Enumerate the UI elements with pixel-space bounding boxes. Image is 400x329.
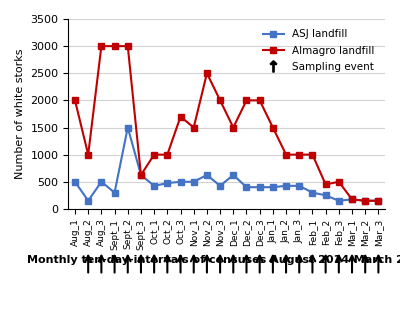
Y-axis label: Number of white storks: Number of white storks [15,49,25,179]
Almagro landfill [270,126,275,130]
Almagro landfill [165,153,170,157]
ASJ landfill [244,185,249,189]
Almagro landfill [86,153,90,157]
Almagro landfill [297,153,302,157]
ASJ landfill [218,184,222,188]
Almagro landfill [284,153,288,157]
Almagro landfill [323,183,328,187]
ASJ landfill [165,181,170,185]
Almagro landfill [244,98,249,102]
Almagro landfill [218,98,222,102]
ASJ landfill [310,190,315,194]
ASJ landfill [112,190,117,194]
ASJ landfill [178,180,183,184]
ASJ landfill [86,199,90,203]
ASJ landfill [125,126,130,130]
Almagro landfill [152,153,156,157]
ASJ landfill [99,180,104,184]
Almagro landfill [204,71,209,75]
ASJ landfill [284,184,288,188]
ASJ landfill [350,197,354,201]
ASJ landfill [191,180,196,184]
Almagro landfill [350,197,354,201]
ASJ landfill [363,199,368,203]
Almagro landfill [376,199,381,203]
ASJ landfill [336,199,341,203]
ASJ landfill [204,173,209,177]
X-axis label: Monthly ten-day-intervals of censuses August 2014-March 2015: Monthly ten-day-intervals of censuses Au… [27,255,400,265]
ASJ landfill [72,180,77,184]
Almagro landfill [178,115,183,119]
ASJ landfill [297,184,302,188]
Almagro landfill [310,153,315,157]
Almagro landfill [336,180,341,184]
ASJ landfill [270,185,275,189]
Almagro landfill [363,199,368,203]
ASJ landfill [323,193,328,197]
Legend: ASJ landfill, Almagro landfill, Sampling event: ASJ landfill, Almagro landfill, Sampling… [258,24,380,77]
Line: Almagro landfill: Almagro landfill [72,43,381,204]
ASJ landfill [231,173,236,177]
ASJ landfill [376,199,381,203]
Almagro landfill [99,44,104,48]
Almagro landfill [257,98,262,102]
Almagro landfill [112,44,117,48]
ASJ landfill [257,185,262,189]
Almagro landfill [231,126,236,130]
Almagro landfill [191,126,196,130]
ASJ landfill [152,184,156,188]
Line: ASJ landfill: ASJ landfill [72,125,381,204]
ASJ landfill [138,173,143,177]
Almagro landfill [72,98,77,102]
Almagro landfill [138,173,143,177]
Almagro landfill [125,44,130,48]
